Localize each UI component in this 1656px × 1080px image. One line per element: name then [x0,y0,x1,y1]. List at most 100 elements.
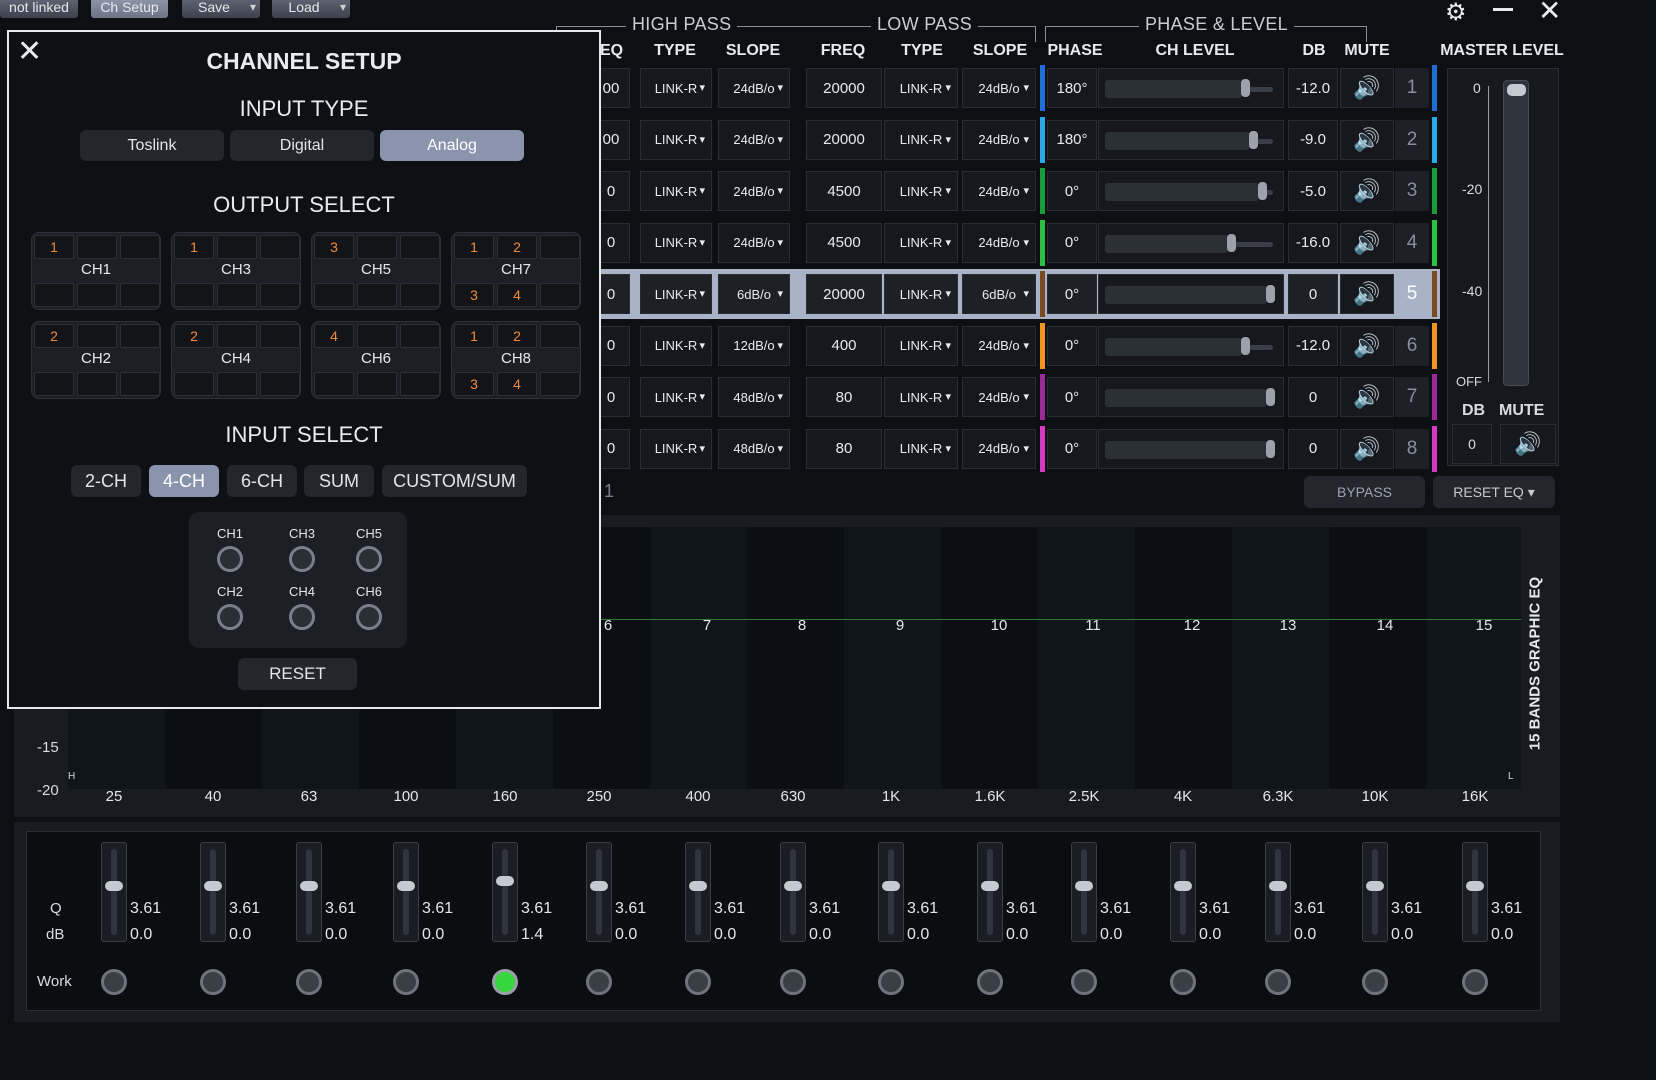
output-slot[interactable]: 1 [454,235,494,259]
ch-level-slider[interactable] [1098,428,1284,469]
save-button[interactable]: Save [182,0,260,18]
lp-freq-field[interactable]: 400 [806,325,882,366]
lp-type-select[interactable]: LINK-R ▾ [884,171,958,211]
fader-knob[interactable] [496,876,514,887]
db-field[interactable]: -9.0 [1288,119,1338,160]
eq-band-fader[interactable] [1170,842,1196,942]
phase-field[interactable]: 0° [1047,428,1097,469]
ch-level-slider[interactable] [1098,274,1284,314]
hp-slope-select[interactable]: 48dB/o ▾ [718,428,790,469]
output-slot[interactable] [540,283,580,307]
lp-slope-select[interactable]: 24dB/o ▾ [962,68,1036,108]
close-icon[interactable]: ✕ [1538,0,1562,26]
fader-knob[interactable] [882,881,900,891]
fader-knob[interactable] [981,881,999,891]
input-mode-sum[interactable]: SUM [304,465,374,497]
hp-slope-select[interactable]: 24dB/o ▾ [718,222,790,263]
output-slot[interactable] [400,372,440,396]
eq-band-fader[interactable] [878,842,904,942]
output-slot[interactable] [357,324,397,348]
hp-type-select[interactable]: LINK-R ▾ [640,428,712,469]
slider-knob[interactable] [1257,182,1267,200]
phase-field[interactable]: 0° [1047,377,1097,417]
hp-slope-select[interactable]: 24dB/o ▾ [718,68,790,108]
reset-button[interactable]: RESET [238,658,357,690]
reset-eq-button[interactable]: RESET EQ ▾ [1433,476,1555,508]
lp-type-select[interactable]: LINK-R ▾ [884,119,958,160]
lp-type-select[interactable]: LINK-R ▾ [884,377,958,417]
eq-band-fader[interactable] [1265,842,1291,942]
lp-slope-select[interactable]: 24dB/o ▾ [962,325,1036,366]
input-type-toslink[interactable]: Toslink [80,130,224,161]
output-slot[interactable]: 1 [454,324,494,348]
output-slot[interactable] [260,235,300,259]
output-slot[interactable] [77,372,117,396]
hp-type-select[interactable]: LINK-R ▾ [640,119,712,160]
hp-type-select[interactable]: LINK-R ▾ [640,274,712,314]
lp-type-select[interactable]: LINK-R ▾ [884,325,958,366]
phase-field[interactable]: 180° [1047,119,1097,160]
slider-knob[interactable] [1266,388,1275,406]
lp-slope-select[interactable]: 24dB/o ▾ [962,222,1036,263]
output-slot[interactable] [260,324,300,348]
output-slot[interactable]: 1 [174,235,214,259]
slider-knob[interactable] [1226,233,1236,252]
gear-icon[interactable]: ⚙ [1445,0,1467,26]
mute-button[interactable]: 🔊 [1340,428,1394,469]
phase-field[interactable]: 0° [1047,171,1097,211]
master-fader-knob[interactable] [1507,84,1526,96]
ch-level-slider[interactable] [1098,325,1284,366]
lp-freq-field[interactable]: 20000 [806,68,882,108]
output-slot[interactable] [174,283,214,307]
input-mode-4-ch[interactable]: 4-CH [149,465,219,497]
hp-type-select[interactable]: LINK-R ▾ [640,222,712,263]
ch-level-slider[interactable] [1098,171,1284,211]
eq-band-fader[interactable] [1362,842,1388,942]
fader-knob[interactable] [1466,881,1484,891]
output-slot[interactable] [120,372,160,396]
master-fader-track[interactable] [1503,80,1529,386]
output-slot[interactable]: 3 [314,235,354,259]
eq-band-fader[interactable] [1071,842,1097,942]
lp-type-select[interactable]: LINK-R ▾ [884,428,958,469]
eq-band-work-toggle[interactable] [780,969,806,995]
output-slot[interactable]: 2 [174,324,214,348]
input-channel-radio[interactable] [217,604,243,630]
hp-slope-select[interactable]: 12dB/o ▾ [718,325,790,366]
output-slot[interactable]: 2 [497,324,537,348]
db-field[interactable]: 0 [1288,377,1338,417]
output-ch7[interactable]: 1 3 2 4 CH7 [451,232,581,310]
eq-band-fader[interactable] [977,842,1003,942]
fader-knob[interactable] [590,881,608,891]
ch-level-slider[interactable] [1098,68,1284,108]
eq-band-work-toggle[interactable] [393,969,419,995]
hp-slope-select[interactable]: 48dB/o ▾ [718,377,790,417]
lp-freq-field[interactable]: 80 [806,428,882,469]
db-field[interactable]: -5.0 [1288,171,1338,211]
db-field[interactable]: -16.0 [1288,222,1338,263]
output-slot[interactable]: 4 [497,283,537,307]
fader-knob[interactable] [689,881,707,891]
fader-knob[interactable] [300,881,318,891]
ch-level-slider[interactable] [1098,377,1284,417]
mute-button[interactable]: 🔊 [1340,274,1394,314]
mute-button[interactable]: 🔊 [1340,68,1394,108]
fader-knob[interactable] [397,881,415,891]
output-slot[interactable]: 2 [497,235,537,259]
output-slot[interactable] [400,324,440,348]
output-slot[interactable] [314,283,354,307]
ch-setup-button[interactable]: Ch Setup [91,0,168,18]
eq-band-fader[interactable] [586,842,612,942]
fader-knob[interactable] [1075,881,1093,891]
mute-button[interactable]: 🔊 [1340,377,1394,417]
db-field[interactable]: 0 [1288,274,1338,314]
eq-band-work-toggle[interactable] [1362,969,1388,995]
phase-field[interactable]: 0° [1047,222,1097,263]
lp-slope-select[interactable]: 24dB/o ▾ [962,428,1036,469]
input-mode-6-ch[interactable]: 6-CH [227,465,297,497]
lp-slope-select[interactable]: 24dB/o ▾ [962,377,1036,417]
eq-band-work-toggle[interactable] [685,969,711,995]
hp-type-select[interactable]: LINK-R ▾ [640,325,712,366]
hp-type-select[interactable]: LINK-R ▾ [640,68,712,108]
load-button[interactable]: Load [272,0,350,18]
